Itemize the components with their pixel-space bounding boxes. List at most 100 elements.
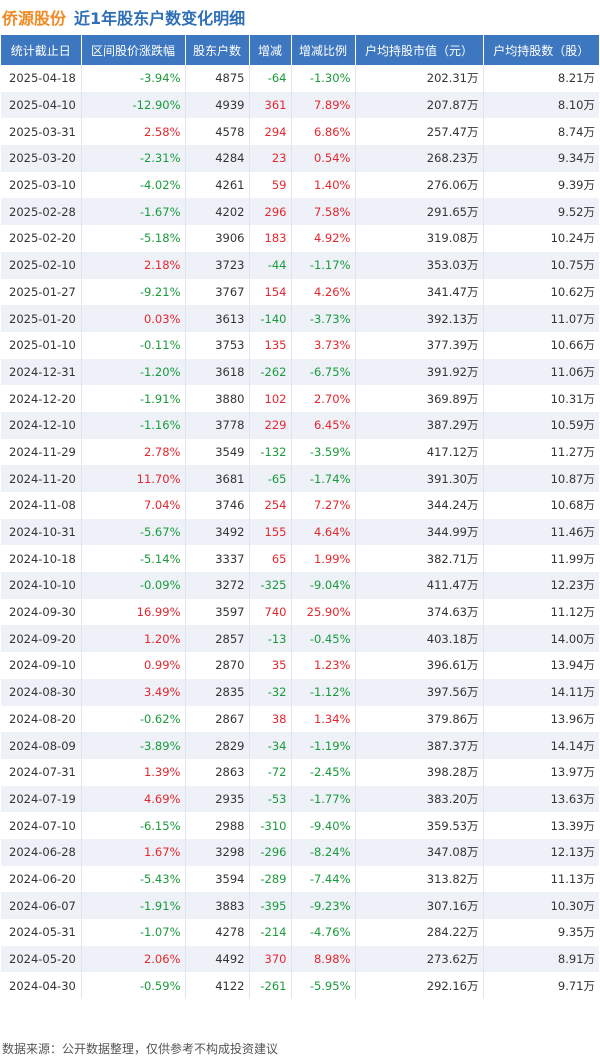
price-change-cell: -5.67% — [81, 518, 186, 546]
table-row: 2025-04-10 -12.90% 4939 361 7.89% 207.87万 8.10… — [1, 91, 599, 119]
change-cell: -310 — [249, 812, 292, 839]
date-cell: 2024-04-30 — [1, 972, 82, 1000]
avg-shares-cell: 13.63万 — [483, 785, 599, 813]
holders-cell: 3723 — [185, 251, 250, 279]
price-change-cell: -0.09% — [81, 572, 186, 599]
avg-shares-cell: 9.71万 — [483, 972, 599, 1000]
col-header-change-pct: 增减比例 — [291, 35, 356, 65]
table-row: 2024-06-20 -5.43% 3594 -289 -7.44% 313.82万 11.… — [1, 865, 599, 893]
avg-shares-cell: 8.74万 — [483, 118, 599, 146]
price-change-cell: 4.69% — [81, 785, 186, 813]
change-cell: 370 — [249, 945, 292, 973]
holders-cell: 4122 — [185, 972, 250, 1000]
change-pct-cell: 0.54% — [291, 145, 356, 172]
avg-shares-cell: 13.39万 — [483, 812, 599, 839]
avg-value-cell: 341.47万 — [355, 278, 484, 306]
price-change-cell: -0.62% — [81, 705, 186, 733]
price-change-cell: 11.70% — [81, 465, 186, 492]
price-change-cell: 1.20% — [81, 625, 186, 653]
holders-cell: 2988 — [185, 812, 250, 839]
change-cell: -261 — [249, 972, 292, 1000]
avg-value-cell: 307.16万 — [355, 892, 484, 919]
change-cell: -132 — [249, 438, 292, 466]
avg-shares-cell: 13.97万 — [483, 758, 599, 786]
change-cell: -140 — [249, 305, 292, 332]
change-cell: -72 — [249, 758, 292, 786]
avg-value-cell: 257.47万 — [355, 118, 484, 146]
avg-shares-cell: 12.13万 — [483, 838, 599, 866]
col-header-date: 统计截止日 — [1, 35, 82, 65]
holders-cell: 4939 — [185, 91, 250, 119]
avg-shares-cell: 11.27万 — [483, 438, 599, 466]
stock-name: 侨源股份 — [2, 9, 67, 28]
change-cell: -262 — [249, 358, 292, 386]
change-cell: -395 — [249, 892, 292, 919]
holders-cell: 3753 — [185, 331, 250, 359]
date-cell: 2024-12-20 — [1, 385, 82, 412]
date-cell: 2024-06-28 — [1, 838, 82, 866]
change-cell: 254 — [249, 492, 292, 519]
avg-shares-cell: 8.21万 — [483, 65, 599, 92]
avg-shares-cell: 8.10万 — [483, 91, 599, 119]
price-change-cell: 3.49% — [81, 678, 186, 706]
change-cell: 102 — [249, 385, 292, 412]
table-row: 2024-07-10 -6.15% 2988 -310 -9.40% 359.53万 13.… — [1, 812, 599, 839]
change-cell: -53 — [249, 785, 292, 813]
change-pct-cell: -1.74% — [291, 465, 356, 492]
avg-shares-cell: 10.68万 — [483, 492, 599, 519]
avg-value-cell: 403.18万 — [355, 625, 484, 653]
avg-value-cell: 359.53万 — [355, 812, 484, 839]
holders-cell: 2829 — [185, 732, 250, 759]
avg-value-cell: 313.82万 — [355, 865, 484, 893]
table-row: 2024-09-10 0.99% 2870 35 1.23% 396.61万 13.94万 — [1, 652, 599, 679]
date-cell: 2024-07-10 — [1, 812, 82, 839]
change-cell: 183 — [249, 225, 292, 252]
table-row: 2025-02-10 2.18% 3723 -44 -1.17% 353.03万 10.75… — [1, 251, 599, 279]
date-cell: 2024-08-09 — [1, 732, 82, 759]
holders-cell: 4284 — [185, 145, 250, 172]
price-change-cell: 0.03% — [81, 305, 186, 332]
table-row: 2024-11-20 11.70% 3681 -65 -1.74% 391.30万 10.8… — [1, 465, 599, 492]
avg-shares-cell: 14.00万 — [483, 625, 599, 653]
table-row: 2024-08-09 -3.89% 2829 -34 -1.19% 387.37万 14.1… — [1, 732, 599, 759]
holders-cell: 4202 — [185, 198, 250, 226]
holders-cell: 4261 — [185, 171, 250, 199]
date-cell: 2024-11-08 — [1, 492, 82, 519]
avg-shares-cell: 10.30万 — [483, 892, 599, 919]
price-change-cell: -12.90% — [81, 91, 186, 119]
avg-shares-cell: 11.12万 — [483, 598, 599, 626]
change-pct-cell: -1.19% — [291, 732, 356, 759]
date-cell: 2025-03-10 — [1, 171, 82, 199]
change-pct-cell: -7.44% — [291, 865, 356, 893]
holders-cell: 2935 — [185, 785, 250, 813]
change-cell: 361 — [249, 91, 292, 119]
change-cell: -325 — [249, 572, 292, 599]
holders-cell: 2835 — [185, 678, 250, 706]
price-change-cell: -2.31% — [81, 145, 186, 172]
change-pct-cell: 7.58% — [291, 198, 356, 226]
avg-value-cell: 284.22万 — [355, 919, 484, 946]
change-cell: -296 — [249, 838, 292, 866]
avg-shares-cell: 10.59万 — [483, 411, 599, 439]
date-cell: 2024-12-31 — [1, 358, 82, 386]
holders-cell: 2867 — [185, 705, 250, 733]
avg-shares-cell: 10.75万 — [483, 251, 599, 279]
avg-value-cell: 292.16万 — [355, 972, 484, 1000]
table-row: 2024-06-28 1.67% 3298 -296 -8.24% 347.08万 12.1… — [1, 838, 599, 866]
price-change-cell: 2.18% — [81, 251, 186, 279]
change-pct-cell: -1.12% — [291, 678, 356, 706]
avg-shares-cell: 12.23万 — [483, 572, 599, 599]
avg-shares-cell: 10.31万 — [483, 385, 599, 412]
holders-cell: 4278 — [185, 919, 250, 946]
change-pct-cell: 4.92% — [291, 225, 356, 252]
holders-cell: 3906 — [185, 225, 250, 252]
avg-value-cell: 344.99万 — [355, 518, 484, 546]
change-pct-cell: 1.99% — [291, 545, 356, 573]
change-pct-cell: 2.70% — [291, 385, 356, 412]
change-cell: 38 — [249, 705, 292, 733]
avg-value-cell: 396.61万 — [355, 652, 484, 679]
table-row: 2024-10-31 -5.67% 3492 155 4.64% 344.99万 11.46… — [1, 518, 599, 546]
price-change-cell: -0.59% — [81, 972, 186, 1000]
avg-shares-cell: 11.13万 — [483, 865, 599, 893]
col-header-avg-shares: 户均持股数（股） — [483, 35, 599, 65]
